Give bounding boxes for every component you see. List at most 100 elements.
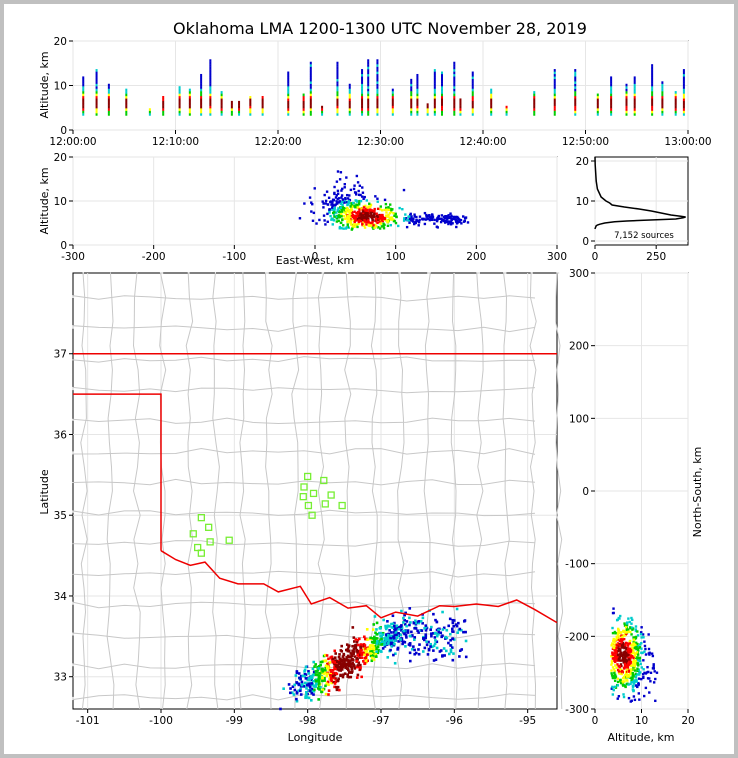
map-lightning-source: [356, 643, 360, 647]
north-south-source: [610, 672, 613, 675]
north-south-source: [625, 659, 629, 662]
map-lightning-source: [452, 638, 456, 641]
time-height-xtick-label: 12:40:00: [459, 136, 506, 148]
time-height-source: [220, 113, 223, 116]
time-height-source: [107, 110, 110, 114]
time-height-source: [200, 103, 203, 106]
north-south-source: [612, 646, 615, 649]
time-height-source: [321, 113, 324, 116]
map-lightning-source: [451, 630, 454, 633]
time-height-source: [336, 103, 339, 106]
map-lightning-source: [387, 632, 391, 636]
time-height-source: [178, 113, 181, 116]
north-south-source: [629, 649, 633, 652]
east-west-source: [365, 223, 368, 226]
east-west-source: [333, 215, 336, 218]
north-south-source: [611, 642, 614, 645]
map-lightning-source: [434, 618, 437, 622]
time-height-source: [416, 81, 419, 84]
time-height-source: [674, 98, 677, 102]
time-height-source: [610, 91, 613, 94]
time-height-source: [433, 91, 436, 94]
time-height-source: [200, 105, 203, 109]
north-south-source: [621, 635, 624, 639]
north-south-source: [623, 664, 627, 667]
north-south-source: [616, 680, 620, 684]
north-south-source: [640, 651, 643, 654]
north-south-source: [633, 679, 636, 682]
north-south-source: [626, 674, 629, 678]
map-lightning-source: [371, 628, 375, 631]
time-height-source: [309, 73, 312, 77]
time-height-source: [348, 98, 351, 102]
east-west-source: [335, 220, 339, 223]
time-height-source: [178, 105, 181, 109]
map-lightning-source: [413, 652, 416, 656]
map-lightning-source: [454, 623, 458, 626]
map-lightning-source: [386, 624, 390, 628]
time-height-source: [287, 86, 290, 89]
time-height-source: [505, 105, 508, 109]
map-lightning-source: [382, 640, 386, 643]
east-west-ytick-label: 10: [54, 196, 67, 208]
lma-station-marker: [338, 501, 346, 510]
time-height-source: [433, 113, 436, 116]
time-height-source: [651, 113, 654, 116]
east-west-source: [417, 224, 420, 227]
map-lightning-source: [408, 623, 411, 627]
time-height-source: [574, 93, 577, 97]
map-lightning-source: [334, 659, 337, 662]
north-south-source: [638, 646, 642, 649]
map-lightning-source: [384, 635, 388, 639]
map-lightning-source: [441, 628, 445, 631]
north-south-source: [629, 660, 632, 664]
time-height-source: [416, 110, 419, 114]
east-west-source: [404, 217, 408, 221]
north-south-source: [654, 699, 657, 703]
east-west-source: [401, 207, 404, 211]
north-south-source: [613, 659, 616, 662]
east-west-source: [364, 212, 367, 216]
time-height-source: [287, 73, 290, 77]
north-south-source: [655, 671, 659, 674]
north-south-source: [637, 692, 641, 695]
time-height-source: [553, 81, 556, 84]
map-lightning-source: [449, 648, 453, 651]
map-lightning-source: [358, 667, 362, 671]
time-height-source: [249, 105, 252, 109]
time-height-source: [471, 95, 474, 99]
time-height-source: [471, 83, 474, 87]
east-west-ytick-label: 0: [60, 240, 67, 252]
map-lightning-source: [363, 651, 366, 655]
north-south-source: [615, 666, 618, 670]
east-west-source: [449, 217, 453, 220]
east-west-source: [352, 204, 355, 208]
map-ytick-label: 33: [54, 672, 67, 684]
east-west-source: [387, 206, 390, 209]
north-south-source: [649, 671, 653, 675]
map-lightning-source: [443, 654, 446, 657]
east-west-source: [356, 203, 359, 207]
time-height-source: [321, 110, 324, 114]
map-lightning-source: [369, 636, 372, 640]
map-lightning-source: [340, 644, 344, 648]
map-lightning-source: [403, 618, 406, 622]
east-west-source: [405, 225, 409, 229]
time-height-source: [125, 108, 128, 111]
time-height-source: [441, 71, 443, 75]
map-lightning-source: [305, 687, 308, 690]
map-lightning-source: [352, 636, 356, 639]
time-height-source: [249, 103, 252, 106]
east-west-source: [413, 215, 416, 218]
time-height-source: [367, 76, 370, 80]
time-height-source: [336, 88, 339, 92]
map-lightning-source: [386, 620, 389, 623]
north-south-source: [629, 630, 632, 634]
east-west-source: [341, 218, 344, 222]
north-south-source: [631, 673, 635, 677]
map-lightning-source: [355, 676, 359, 679]
time-height-source: [367, 95, 370, 99]
map-lightning-source: [386, 637, 390, 640]
north-south-source: [612, 637, 615, 641]
east-west-source: [352, 187, 356, 191]
